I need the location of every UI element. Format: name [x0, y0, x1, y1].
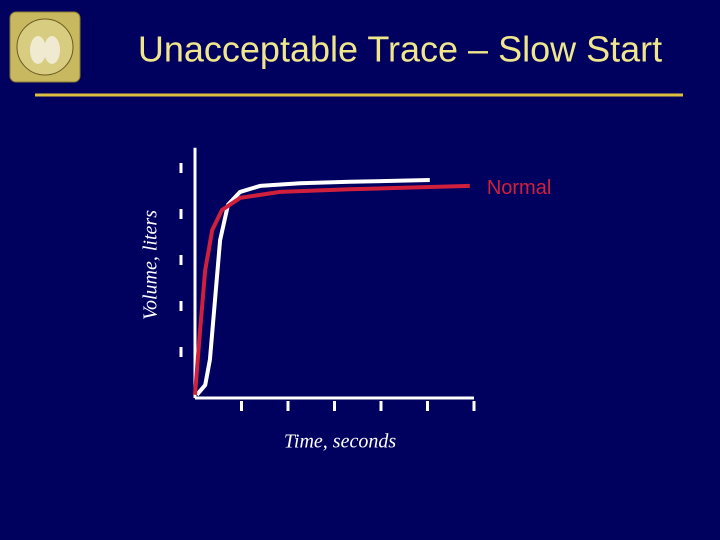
- slide-title: Unacceptable Trace – Slow Start: [138, 29, 662, 70]
- series-label: Normal: [487, 177, 551, 199]
- trace-line: [193, 183, 470, 395]
- trace-line: [195, 178, 430, 397]
- x-axis-label: Time, seconds: [284, 431, 396, 453]
- logo-lung: [44, 36, 60, 64]
- y-axis-label: Volume, liters: [140, 210, 162, 320]
- logo: [9, 11, 81, 83]
- logo-lung: [30, 36, 46, 64]
